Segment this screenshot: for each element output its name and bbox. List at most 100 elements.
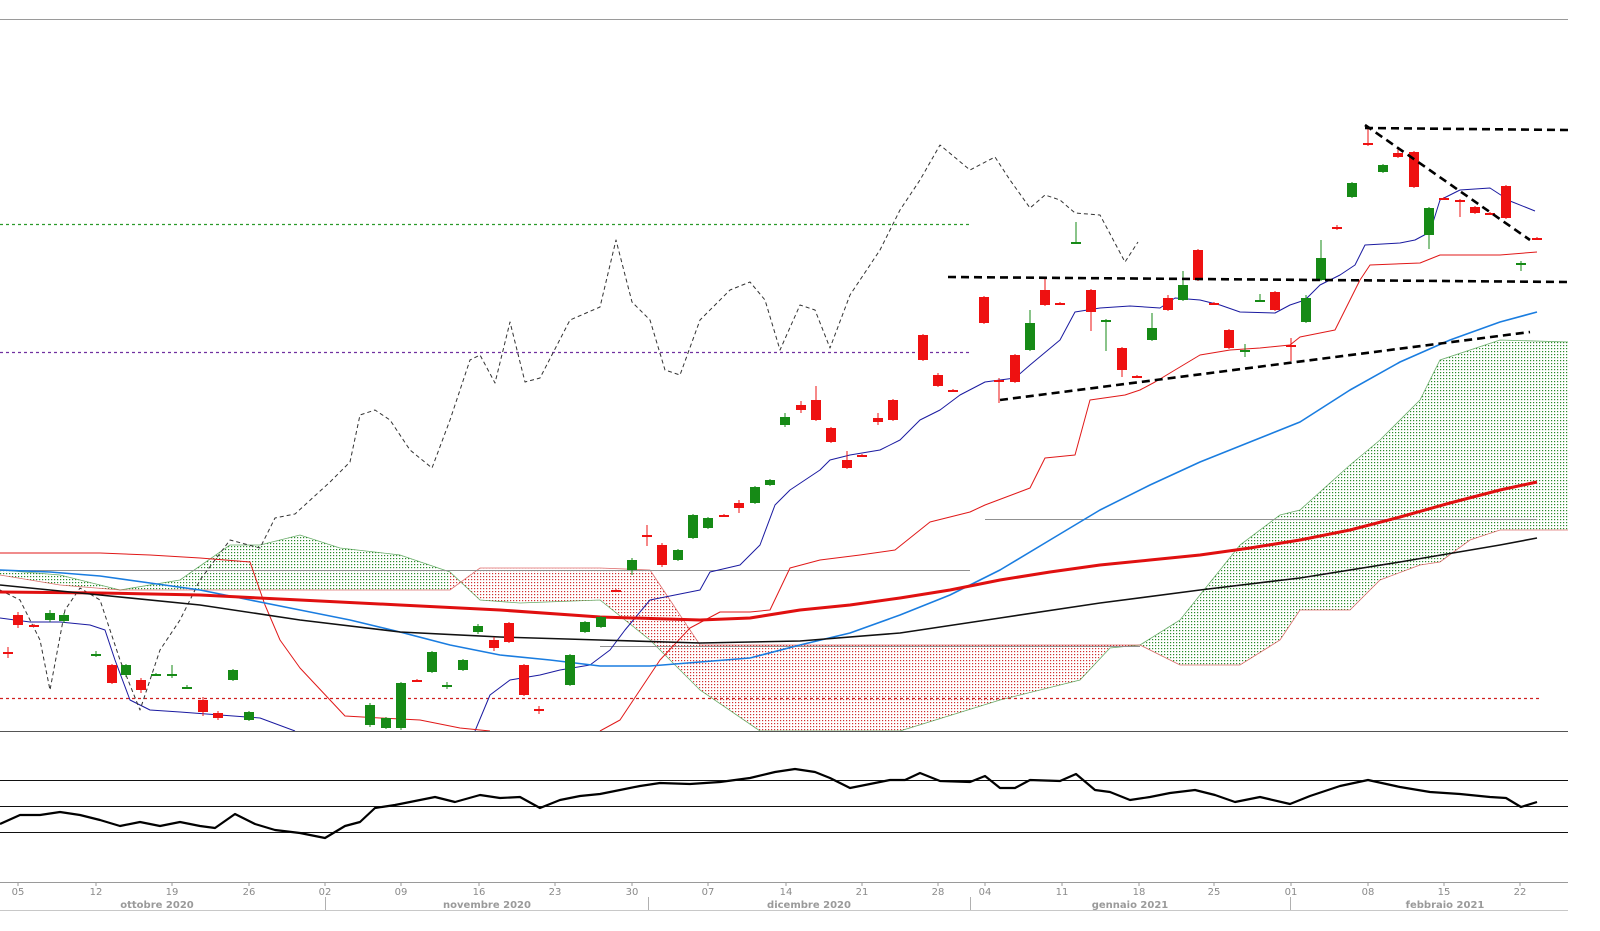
month-label: gennaio 2021 <box>1092 900 1169 911</box>
candle-body <box>1071 242 1081 244</box>
cloud-segment <box>1300 465 1350 610</box>
cloud-segment <box>1440 350 1470 562</box>
candle-body <box>213 713 223 718</box>
candle-body <box>1378 165 1388 172</box>
cloud-segment <box>1470 340 1500 540</box>
candle-body <box>1240 350 1250 352</box>
cloud-segment <box>600 568 650 640</box>
candle-body <box>765 480 775 485</box>
trendline <box>1364 123 1531 242</box>
x-tick-label: 16 <box>473 887 486 898</box>
candle-body <box>1455 200 1465 202</box>
candle-body <box>136 680 146 690</box>
candle-body <box>3 652 13 654</box>
candle-body <box>1516 263 1526 265</box>
candle-body <box>1025 323 1035 350</box>
candle-body <box>473 626 483 632</box>
cloud-segment <box>400 555 450 590</box>
x-tick-label: 08 <box>1362 887 1375 898</box>
cloud-segment <box>1000 645 1080 700</box>
candle-body <box>1147 328 1157 340</box>
candle-body <box>198 700 208 712</box>
candle-body <box>719 515 729 517</box>
candle-body <box>673 550 683 560</box>
candle-body <box>1255 300 1265 302</box>
oscillator-line <box>0 767 1538 840</box>
candle-body <box>182 687 192 689</box>
candle-body <box>1286 345 1296 347</box>
cloud-segment <box>260 535 300 590</box>
candle-body <box>918 335 928 360</box>
x-tick-label: 01 <box>1285 887 1298 898</box>
candle-body <box>1301 298 1311 322</box>
x-tick-label: 14 <box>780 887 793 898</box>
cloud-segment <box>520 568 600 603</box>
month-label: febbraio 2021 <box>1406 900 1485 911</box>
candle-body <box>442 685 452 687</box>
candle-body <box>580 622 590 632</box>
candle-body <box>121 665 131 675</box>
candle-body <box>873 418 883 422</box>
candle-body <box>489 640 499 648</box>
candle-body <box>1086 290 1096 312</box>
candle-body <box>396 683 406 728</box>
candle-body <box>994 380 1004 382</box>
candle-body <box>1224 330 1234 348</box>
cloud-segment <box>480 568 520 603</box>
x-tick-label: 21 <box>856 887 869 898</box>
candle-body <box>167 674 177 676</box>
candle-body <box>1470 207 1480 213</box>
candle-body <box>151 674 161 676</box>
month-label: ottobre 2020 <box>120 900 194 911</box>
candle-body <box>1270 292 1280 310</box>
candle-body <box>888 400 898 420</box>
candle-body <box>1363 143 1373 145</box>
candle-body <box>1132 376 1142 378</box>
candle-body <box>565 655 575 685</box>
x-tick-label: 05 <box>12 887 25 898</box>
candle-body <box>657 545 667 565</box>
x-tick-label: 28 <box>932 887 945 898</box>
candle-body <box>1424 208 1434 235</box>
indicator-line <box>0 311 1538 667</box>
cloud-segment <box>1080 645 1110 680</box>
candle-body <box>1209 303 1219 305</box>
cloud-segment <box>340 548 400 590</box>
candle-body <box>1055 303 1065 305</box>
month-label: dicembre 2020 <box>767 900 851 911</box>
cloud-segment <box>230 545 260 590</box>
candle-body <box>244 712 254 720</box>
x-tick-label: 02 <box>319 887 332 898</box>
candle-body <box>1040 290 1050 305</box>
candle-body <box>107 665 117 683</box>
x-tick-label: 15 <box>1438 887 1451 898</box>
candle-body <box>688 515 698 538</box>
indicator-line <box>0 480 1538 622</box>
candle-body <box>504 623 514 642</box>
indicator-line <box>0 537 1538 644</box>
x-tick-label: 26 <box>243 887 256 898</box>
candle-body <box>365 705 375 725</box>
x-tick-label: 25 <box>1208 887 1221 898</box>
candle-body <box>734 503 744 508</box>
candle-body <box>979 297 989 323</box>
indicator-line <box>0 251 1538 731</box>
candle-body <box>1501 186 1511 218</box>
candle-body <box>228 670 238 680</box>
candle-body <box>381 718 391 728</box>
trendline <box>1364 126 1568 132</box>
candle-body <box>534 709 544 711</box>
cloud-segment <box>700 645 760 731</box>
cloud-segment <box>900 645 1000 731</box>
candle-body <box>933 375 943 386</box>
candle-body <box>842 460 852 468</box>
candle-body <box>1332 227 1342 229</box>
candle-body <box>45 613 55 620</box>
x-tick-label: 09 <box>395 887 408 898</box>
candle-body <box>1409 152 1419 187</box>
candle-body <box>750 487 760 503</box>
candle-body <box>427 652 437 672</box>
candle-body <box>796 405 806 410</box>
main-panel <box>0 123 1568 731</box>
